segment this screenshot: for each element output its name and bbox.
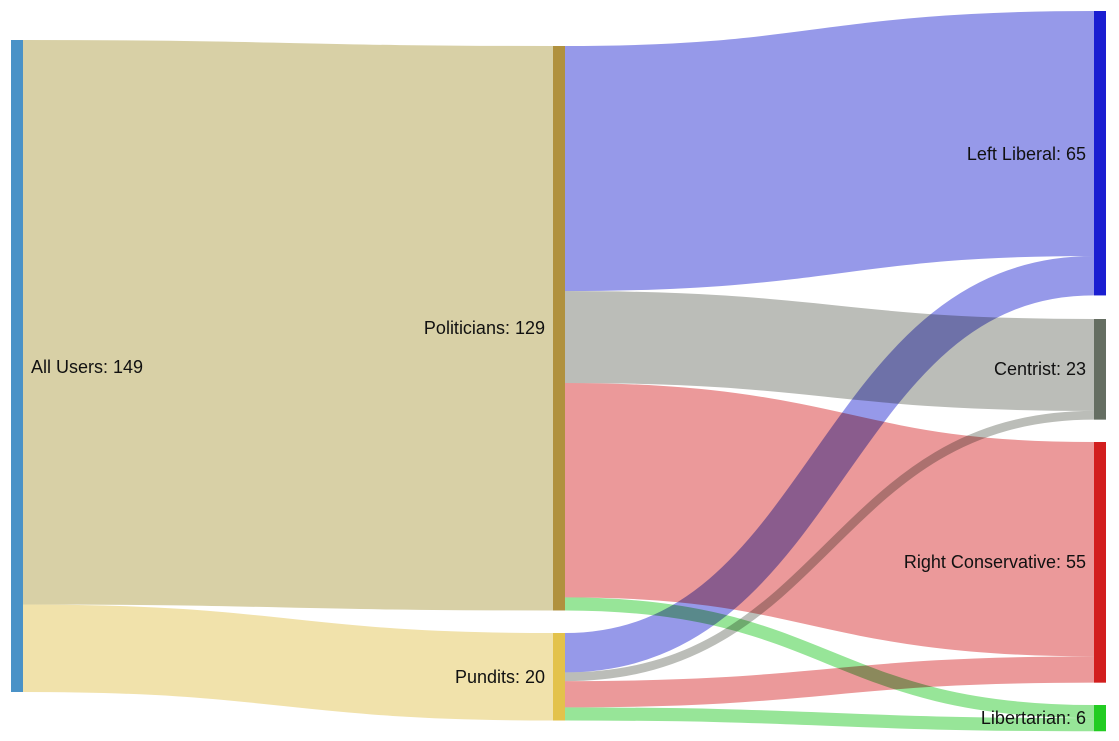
node-lib[interactable] xyxy=(1094,705,1106,732)
nodes-layer xyxy=(11,11,1106,732)
node-pun[interactable] xyxy=(553,633,565,721)
node-label-cen: Centrist: 23 xyxy=(994,359,1086,379)
link-pol-to-cen[interactable] xyxy=(564,291,1095,411)
node-label-pun: Pundits: 20 xyxy=(455,667,545,687)
link-pol-to-lib[interactable] xyxy=(564,597,1095,719)
link-all-to-pun[interactable] xyxy=(22,604,554,721)
link-all-to-pol[interactable] xyxy=(22,40,554,611)
node-right[interactable] xyxy=(1094,442,1106,683)
node-left[interactable] xyxy=(1094,11,1106,296)
link-pun-to-left[interactable] xyxy=(564,256,1095,673)
links-layer xyxy=(22,10,1095,732)
node-pol[interactable] xyxy=(553,46,565,611)
node-label-right: Right Conservative: 55 xyxy=(904,552,1086,572)
link-pol-to-right[interactable] xyxy=(564,382,1095,657)
labels-layer: All Users: 149 Politicians: 129 Pundits:… xyxy=(31,144,1086,728)
node-all[interactable] xyxy=(11,40,23,692)
node-label-lib: Libertarian: 6 xyxy=(981,708,1086,728)
node-label-all: All Users: 149 xyxy=(31,357,143,377)
node-label-left: Left Liberal: 65 xyxy=(967,144,1086,164)
link-pun-to-cen[interactable] xyxy=(564,410,1095,682)
link-pun-to-lib[interactable] xyxy=(564,707,1095,732)
node-label-pol: Politicians: 129 xyxy=(424,318,545,338)
link-pun-to-right[interactable] xyxy=(564,656,1095,708)
node-cen[interactable] xyxy=(1094,319,1106,420)
link-pol-to-left[interactable] xyxy=(564,10,1095,292)
